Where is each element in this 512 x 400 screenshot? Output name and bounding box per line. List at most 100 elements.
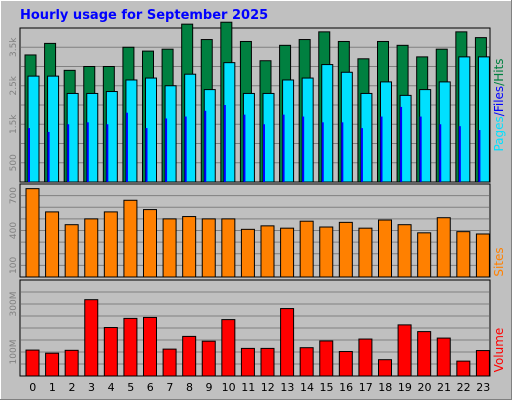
pages-bar <box>28 128 30 182</box>
xtick-hour-label: 12 <box>261 381 275 394</box>
sites-bar <box>417 232 432 278</box>
sites-bar <box>397 224 412 278</box>
pages-bar <box>106 124 109 182</box>
pages-bar <box>204 110 207 182</box>
volume-bar <box>143 316 157 377</box>
xtick-hour-label: 18 <box>378 381 392 394</box>
sites-bar <box>260 225 275 278</box>
ytick-label: 1.5k <box>9 114 19 134</box>
pages-bar <box>478 130 481 182</box>
xtick-hour-label: 5 <box>127 381 134 394</box>
volume-bar <box>25 349 40 377</box>
volume-bar <box>201 340 216 377</box>
pages-bar <box>341 122 344 182</box>
sites-bar <box>456 231 471 278</box>
volume-bar <box>397 324 412 377</box>
volume-bar <box>280 308 295 377</box>
xtick-hour-label: 9 <box>206 381 213 394</box>
volume-bar <box>475 350 490 377</box>
volume-bar <box>221 319 236 377</box>
sites-bar <box>182 216 197 278</box>
ytick-label: 400 <box>9 222 19 239</box>
volume-bar <box>319 340 334 377</box>
sites-bar <box>64 224 79 278</box>
sites-bar <box>338 221 353 278</box>
pages-bar <box>360 128 363 182</box>
volume-bar <box>162 348 177 377</box>
pages-bar <box>145 128 148 182</box>
ytick-label: 2.5k <box>9 75 19 95</box>
xtick-hour-label: 16 <box>339 381 353 394</box>
pages-bar <box>184 116 187 182</box>
sites-bar <box>358 227 373 278</box>
xtick-hour-label: 3 <box>88 381 95 394</box>
pages-bar <box>263 124 265 182</box>
ylabel-volume: Volume <box>492 328 506 373</box>
sites-bar <box>162 218 177 278</box>
ytick-label: 3.5k <box>9 37 19 57</box>
pages-bar <box>67 124 70 182</box>
xtick-hour-label: 20 <box>417 381 431 394</box>
sites-bar <box>143 209 157 278</box>
pages-bar <box>302 116 305 182</box>
volume-bar <box>338 351 353 377</box>
xtick-hour-label: 22 <box>457 381 471 394</box>
ylabel-sites: Sites <box>492 247 506 276</box>
files-bar <box>477 56 490 183</box>
volume-bar <box>299 347 314 377</box>
pages-bar <box>380 116 383 182</box>
sites-bar <box>25 188 40 278</box>
xtick-hour-label: 14 <box>300 381 314 394</box>
volume-bar <box>45 352 60 377</box>
volume-bar <box>436 337 451 377</box>
sites-bar <box>45 211 60 278</box>
ylabel-part: / <box>492 81 506 86</box>
ytick-label: 700 <box>9 187 19 204</box>
ytick-label: 100M <box>9 340 19 365</box>
sites-bar <box>103 211 118 278</box>
volume-bar <box>456 360 471 377</box>
sites-bar <box>436 217 451 278</box>
volume-bar <box>182 335 197 377</box>
chart-title: Hourly usage for September 2025 <box>20 8 268 23</box>
volume-bar <box>103 327 118 377</box>
xtick-hour-label: 10 <box>222 381 236 394</box>
volume-bar <box>84 299 99 377</box>
pages-bar <box>439 124 442 182</box>
ytick-label: 100 <box>9 257 19 274</box>
pages-bar <box>47 131 50 182</box>
ylabel-part: Hits <box>492 58 506 81</box>
pages-bar <box>86 122 89 182</box>
volume-bar <box>378 359 392 377</box>
sites-bar <box>201 218 216 278</box>
volume-bar <box>358 338 373 377</box>
ylabel-part: / <box>492 111 506 116</box>
xtick-hour-label: 21 <box>437 381 451 394</box>
xtick-hour-label: 1 <box>49 381 56 394</box>
sites-bar <box>123 199 138 278</box>
ylabel-pages-files-hits: Pages/Files/Hits <box>492 58 506 151</box>
volume-bar <box>240 347 255 377</box>
ylabel-part: Pages <box>492 116 506 151</box>
xtick-hour-label: 2 <box>68 381 75 394</box>
sites-bar <box>280 227 295 278</box>
ytick-label: 300M <box>9 292 19 317</box>
files-bar <box>458 56 471 183</box>
xtick-hour-label: 19 <box>398 381 412 394</box>
sites-bar <box>240 228 255 278</box>
sites-bar <box>475 233 490 278</box>
pages-bar <box>125 112 128 182</box>
sites-bar <box>319 226 334 278</box>
pages-bar <box>223 105 226 182</box>
volume-bar <box>260 347 275 377</box>
volume-bar <box>64 349 79 377</box>
sites-bar <box>84 218 99 278</box>
xtick-hour-label: 8 <box>186 381 193 394</box>
sites-bar <box>378 219 392 278</box>
xtick-hour-label: 7 <box>166 381 173 394</box>
xtick-hour-label: 6 <box>147 381 154 394</box>
sites-bar <box>299 220 314 278</box>
volume-bar <box>123 317 138 377</box>
